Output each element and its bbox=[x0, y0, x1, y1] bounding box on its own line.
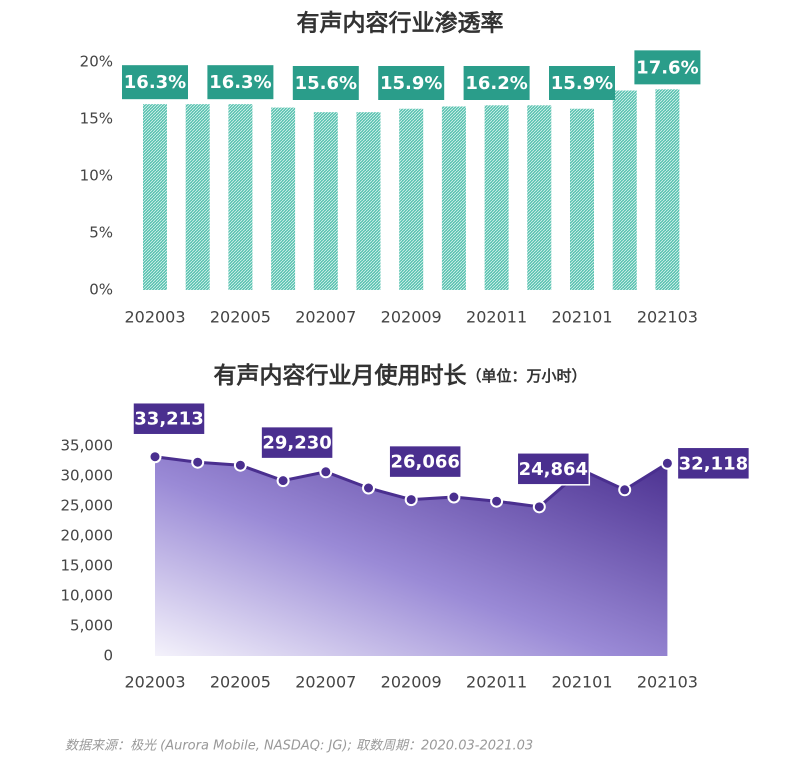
bar bbox=[228, 104, 253, 291]
y-tick-label: 10,000 bbox=[61, 587, 114, 605]
point bbox=[362, 481, 375, 495]
point bbox=[490, 494, 504, 508]
x-tick-label: 202009 bbox=[381, 308, 442, 327]
bar bbox=[271, 107, 296, 290]
value-label-box bbox=[122, 65, 188, 100]
value-label: 16.3% bbox=[124, 72, 186, 93]
y-tick-label: 5% bbox=[89, 224, 113, 242]
bar bbox=[612, 90, 637, 290]
value-label: 15.6% bbox=[295, 73, 357, 94]
bar bbox=[570, 108, 594, 291]
bar bbox=[143, 104, 167, 291]
y-tick-label: 0 bbox=[103, 647, 113, 665]
value-label: 24,864 bbox=[519, 459, 588, 480]
value-label: 15.9% bbox=[380, 73, 442, 94]
chart-title: 有声内容行业月使用时长（单位：万小时） bbox=[213, 362, 586, 389]
y-tick-label: 20,000 bbox=[61, 527, 114, 545]
value-label-box bbox=[378, 66, 445, 100]
chart-unit: （单位：万小时） bbox=[466, 367, 586, 385]
point bbox=[618, 483, 632, 497]
footnote: 数据来源：极光 (Aurora Mobile, NASDAQ: JG); 取数周… bbox=[65, 739, 533, 754]
value-label: 17.6% bbox=[636, 57, 698, 78]
bar bbox=[399, 108, 424, 291]
point bbox=[148, 450, 162, 464]
x-tick-label: 202009 bbox=[381, 673, 442, 692]
x-tick-label: 202005 bbox=[210, 308, 271, 327]
value-label-box bbox=[463, 66, 530, 100]
value-label: 33,213 bbox=[134, 409, 203, 430]
chart-title: 有声内容行业渗透率 bbox=[297, 10, 504, 37]
x-tick-label: 202007 bbox=[295, 673, 356, 692]
value-label-box bbox=[676, 446, 751, 481]
y-tick-label: 25,000 bbox=[61, 497, 114, 515]
y-tick-label: 0% bbox=[89, 281, 113, 299]
bar bbox=[185, 104, 210, 291]
y-tick-label: 30,000 bbox=[61, 467, 114, 485]
y-tick-label: 15% bbox=[80, 110, 113, 128]
point bbox=[532, 500, 546, 514]
value-label-box bbox=[132, 401, 206, 436]
point bbox=[233, 458, 247, 472]
value-label: 32,118 bbox=[679, 453, 748, 474]
x-tick-label: 202101 bbox=[551, 308, 612, 327]
point bbox=[191, 455, 205, 469]
value-label-box bbox=[634, 50, 701, 85]
value-label: 16.3% bbox=[209, 72, 271, 93]
x-tick-label: 202005 bbox=[210, 673, 271, 692]
x-tick-label: 202103 bbox=[637, 308, 698, 327]
bar bbox=[356, 112, 381, 290]
x-tick-label: 202011 bbox=[466, 308, 527, 327]
x-tick-label: 202007 bbox=[295, 308, 356, 327]
area bbox=[155, 456, 668, 656]
bar bbox=[441, 106, 466, 291]
y-tick-label: 10% bbox=[80, 167, 113, 185]
value-label: 29,230 bbox=[262, 433, 331, 454]
point bbox=[319, 465, 333, 479]
x-tick-label: 202101 bbox=[551, 673, 612, 692]
value-label-box bbox=[292, 66, 359, 100]
value-label-box bbox=[549, 66, 615, 100]
x-tick-label: 202103 bbox=[637, 673, 698, 692]
value-label-box bbox=[516, 452, 591, 486]
y-tick-label: 20% bbox=[80, 53, 113, 71]
x-tick-label: 202003 bbox=[124, 308, 185, 327]
bar bbox=[313, 112, 338, 290]
value-label: 26,066 bbox=[390, 452, 459, 473]
y-tick-label: 15,000 bbox=[61, 557, 114, 575]
value-label-box bbox=[388, 444, 462, 479]
x-tick-label: 202011 bbox=[466, 673, 527, 692]
point bbox=[447, 490, 461, 504]
value-label: 15.9% bbox=[551, 73, 613, 94]
point bbox=[660, 456, 674, 470]
chart-title-main: 有声内容行业月使用时长 bbox=[213, 362, 467, 389]
point bbox=[276, 474, 290, 488]
y-tick-label: 5,000 bbox=[70, 617, 113, 635]
bar bbox=[655, 89, 680, 290]
bar bbox=[527, 105, 552, 290]
value-label: 16.2% bbox=[465, 73, 527, 94]
bar bbox=[484, 105, 509, 290]
value-label-box bbox=[207, 65, 274, 100]
y-tick-label: 35,000 bbox=[61, 437, 114, 455]
x-tick-label: 202003 bbox=[124, 673, 185, 692]
value-label-box bbox=[260, 425, 334, 460]
point bbox=[404, 493, 418, 507]
